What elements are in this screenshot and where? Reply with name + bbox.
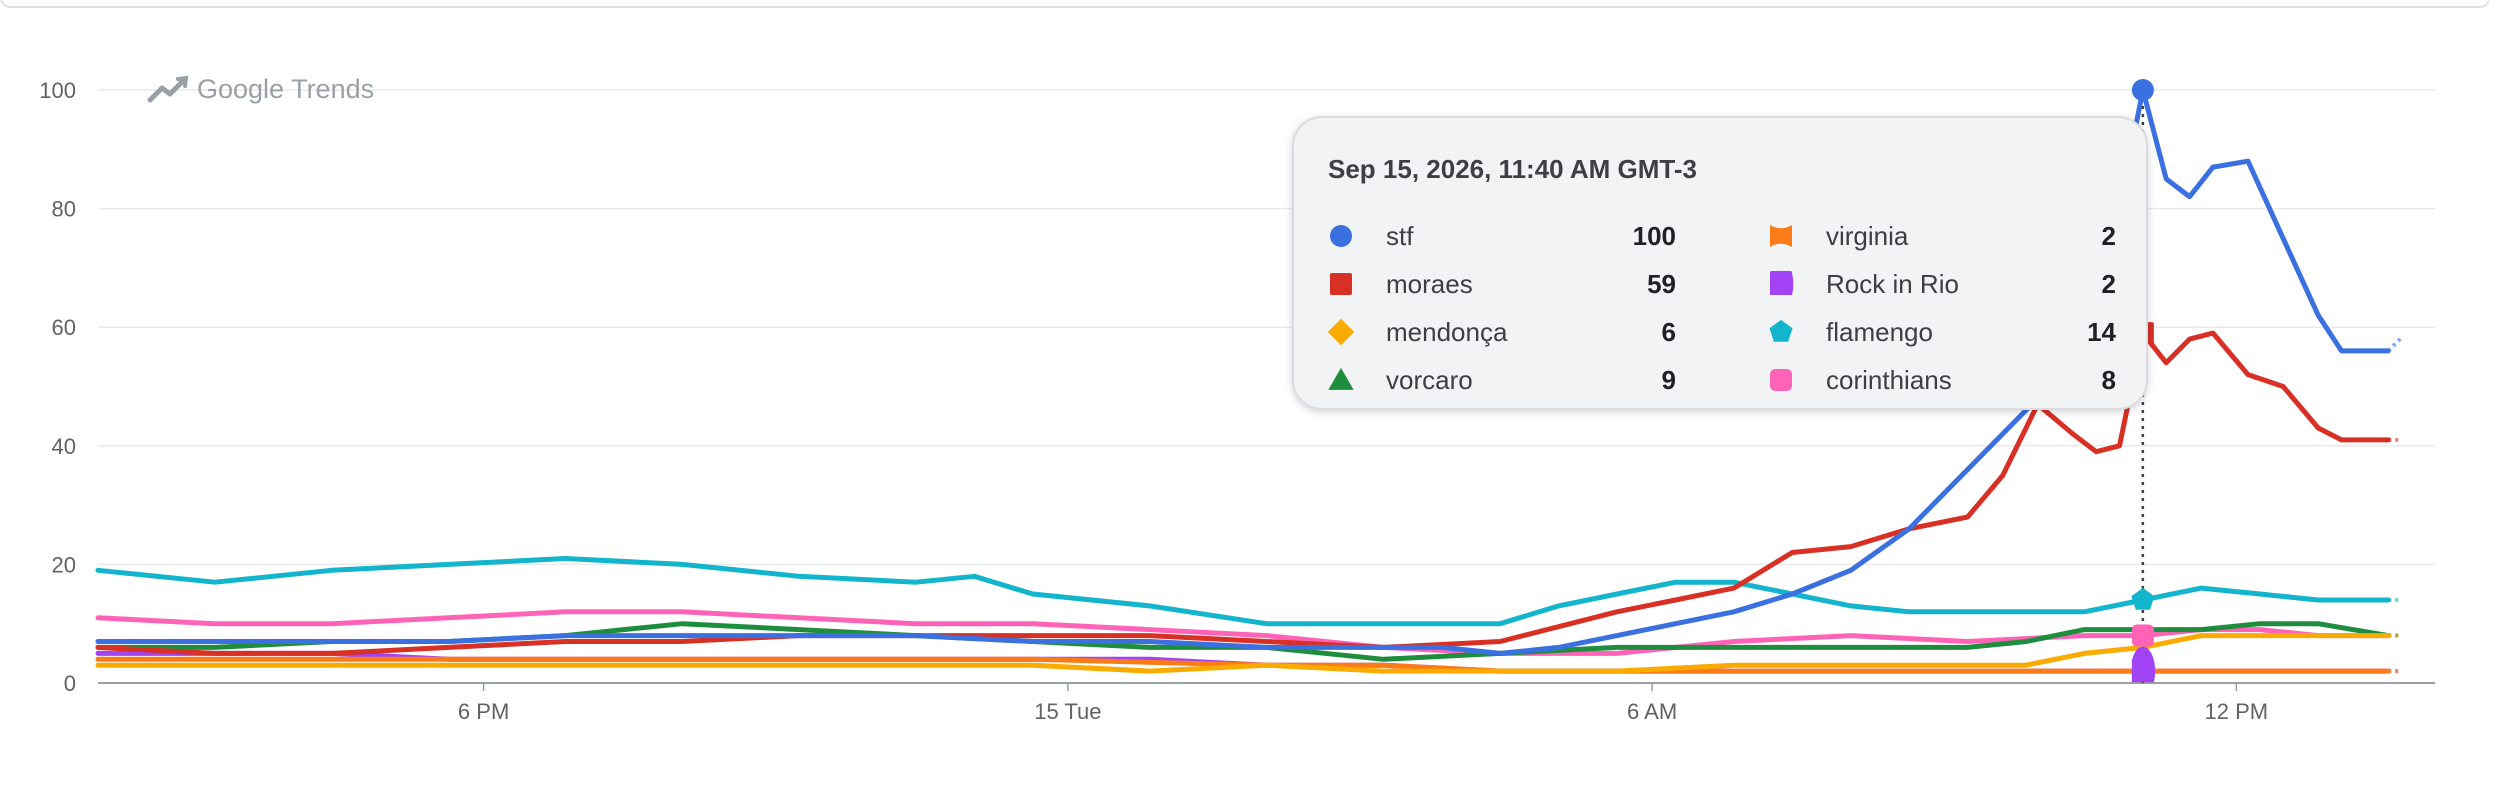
- triangle-shape: [1328, 367, 1354, 390]
- tooltip-series-name: vorcaro: [1386, 364, 1473, 395]
- tooltip-series-value: 2: [2101, 220, 2116, 251]
- square-marker-icon: [1330, 273, 1352, 295]
- tooltip-series-value: 2: [2101, 268, 2116, 299]
- x-tick-label: 15 Tue: [1034, 699, 1101, 724]
- tooltip-series-name: stf: [1386, 220, 1414, 251]
- pentagon-marker-icon: [1769, 319, 1793, 342]
- circle-marker-icon: [1330, 225, 1352, 247]
- hover-marker-stf: [2131, 79, 2154, 101]
- series-line-virginia[interactable]: [95, 656, 2391, 674]
- x-tick-label: 12 PM: [2205, 699, 2269, 724]
- tooltip-series-name: moraes: [1386, 268, 1473, 299]
- diamond-marker-icon: [1328, 319, 1354, 345]
- x-axis-ticks: 6 PM 15 Tue 6 AM 12 PM: [458, 683, 2268, 724]
- square-shape: [1330, 273, 1352, 295]
- tooltip-row-stf: stf 100: [1328, 216, 1676, 256]
- y-tick-label: 40: [52, 434, 76, 459]
- half-circle-marker-icon: [1770, 271, 1794, 295]
- y-tick-label: 0: [64, 671, 76, 696]
- series-line-stf[interactable]: [95, 87, 2391, 656]
- hover-tooltip: Sep 15, 2026, 11:40 AM GMT-3 stf 100 morae…: [1292, 116, 2148, 410]
- series-line-flamengo[interactable]: [95, 556, 2391, 627]
- tooltip-series-value: 100: [1632, 220, 1676, 251]
- tooltip-series-name: flamengo: [1826, 316, 1933, 347]
- watermark-text: Google Trends: [197, 74, 374, 104]
- tooltip-row-moraes: moraes 59: [1328, 264, 1676, 304]
- tooltip-series-name: virginia: [1826, 220, 1909, 251]
- bowtie-shape: [1770, 225, 1792, 247]
- y-tick-label: 20: [52, 552, 76, 577]
- tooltip-row-mendonça: mendonça 6: [1328, 312, 1676, 352]
- tooltip-row-corinthians: corinthians 8: [1768, 360, 2116, 400]
- hover-marker-corinthians: [2131, 624, 2154, 647]
- half-circle-shape: [1770, 271, 1794, 295]
- pentagon-shape: [1769, 319, 1793, 342]
- tooltip-row-rock-in-rio: Rock in Rio 2: [1768, 264, 2116, 304]
- tooltip-series-value: 6: [1661, 316, 1676, 347]
- tooltip-series-name: Rock in Rio: [1826, 268, 1959, 299]
- circle-shape: [1330, 225, 1352, 247]
- x-tick-label: 6 AM: [1627, 699, 1677, 724]
- partial-data-tail: [2386, 335, 2404, 353]
- flower-shape: [1770, 369, 1792, 391]
- flower-marker-icon: [1770, 369, 1792, 391]
- tooltip-series-name: mendonça: [1386, 316, 1508, 347]
- y-tick-label: 80: [52, 197, 76, 222]
- tooltip-series-value: 14: [2087, 316, 2116, 347]
- hover-marker-rock-in-rio: [2131, 646, 2156, 683]
- series-line-mendonça[interactable]: [95, 633, 2391, 674]
- tooltip-title: Sep 15, 2026, 11:40 AM GMT-3: [1328, 154, 1697, 184]
- tooltip-row-vorcaro: vorcaro 9: [1328, 360, 1676, 400]
- trends-logo-icon: [147, 77, 187, 103]
- tooltip-row-virginia: virginia 2: [1768, 216, 2116, 256]
- tooltip-series-value: 59: [1647, 268, 1676, 299]
- bowtie-marker-icon: [1770, 225, 1792, 247]
- y-tick-label: 100: [39, 78, 76, 103]
- tooltip-series-value: 9: [1661, 364, 1676, 395]
- x-tick-label: 6 PM: [458, 699, 509, 724]
- tooltip-series-value: 8: [2101, 364, 2116, 395]
- hover-marker-flamengo: [2131, 587, 2155, 610]
- diamond-shape: [1328, 319, 1354, 345]
- tooltip-row-flamengo: flamengo 14: [1768, 312, 2116, 352]
- y-tick-label: 60: [52, 315, 76, 340]
- tooltip-series-name: corinthians: [1826, 364, 1952, 395]
- triangle-marker-icon: [1328, 367, 1354, 390]
- watermark: Google Trends: [147, 74, 374, 104]
- y-axis-ticks: 0 20 40 60 80 100: [39, 78, 76, 696]
